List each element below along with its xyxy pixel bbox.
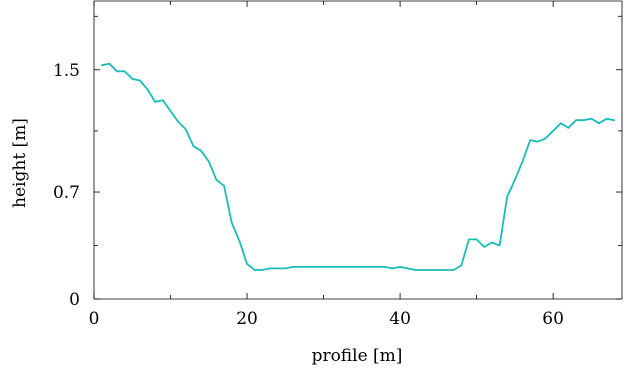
- y-tick-label: 1.5: [53, 61, 80, 81]
- x-tick-label: 60: [542, 309, 564, 329]
- plot-series: [100, 62, 616, 271]
- x-tick-label: 0: [89, 309, 100, 329]
- plot-frame: [93, 0, 623, 300]
- y-tick-label: 0.7: [53, 183, 80, 203]
- y-axis-ticks: 0 0.7 1.5: [53, 15, 622, 310]
- x-axis-label: profile [m]: [312, 346, 403, 366]
- series-line: [100, 62, 616, 271]
- x-tick-label: 40: [389, 309, 411, 329]
- y-axis-label: height [m]: [10, 118, 30, 208]
- x-axis-ticks: 0 20 40 60: [89, 1, 564, 329]
- y-tick-label: 0: [69, 290, 80, 310]
- x-tick-label: 20: [236, 309, 258, 329]
